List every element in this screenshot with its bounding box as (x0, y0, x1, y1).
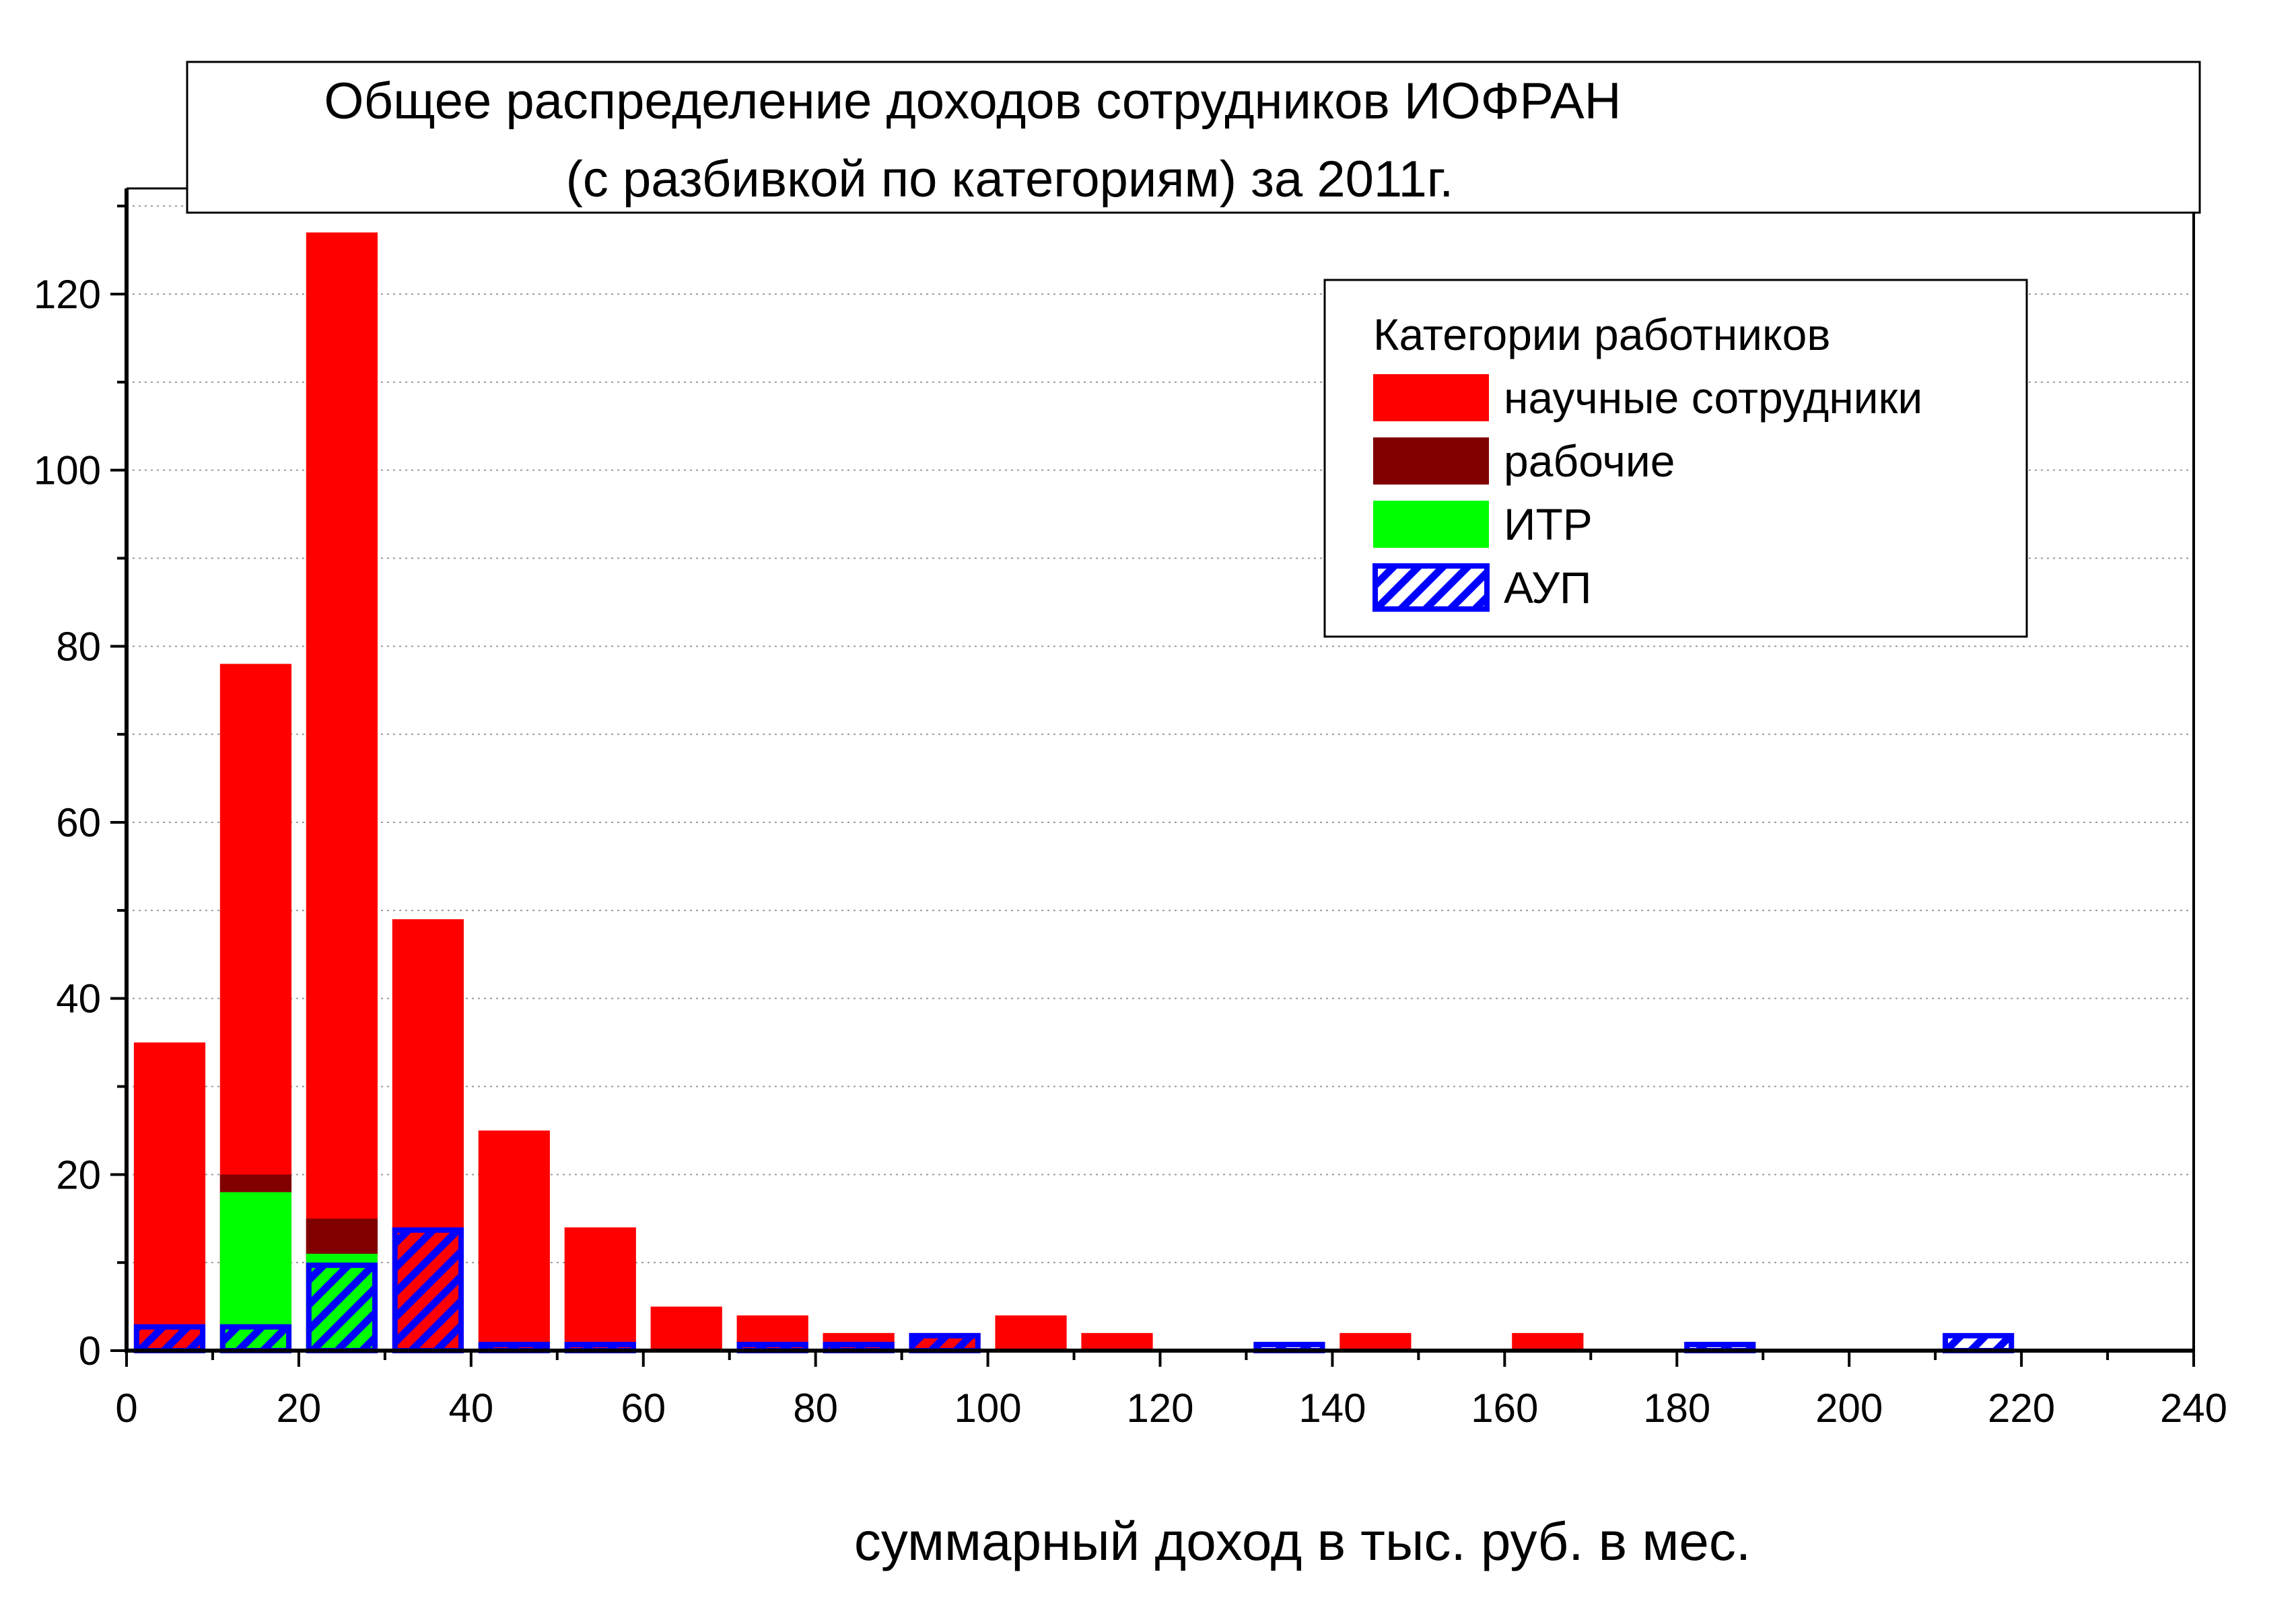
title-frame (186, 61, 2201, 214)
x-tick-label: 40 (448, 1386, 493, 1431)
bar-nauchnye (995, 1315, 1067, 1351)
legend-swatch-itr (1373, 501, 1489, 548)
legend-swatch-nauchnye (1373, 374, 1489, 421)
chart-title: Общее распределение доходов сотрудников … (324, 73, 1621, 130)
bar-aup (909, 1332, 981, 1354)
bar-aup (219, 1324, 292, 1353)
bar-nauchnye (1081, 1332, 1153, 1351)
legend-label-itr: ИТР (1504, 499, 1593, 549)
legend-label-aup: АУП (1504, 563, 1592, 612)
x-axis-label: суммарный доход в тыс. руб. в мес. (854, 1511, 1751, 1571)
y-tick-label: 120 (34, 272, 101, 317)
legend-swatch-aup (1372, 563, 1490, 612)
bar-nauchnye (564, 1227, 636, 1351)
x-tick-label: 120 (1126, 1386, 1193, 1431)
y-tick-label: 100 (34, 448, 101, 493)
y-tick-label: 20 (56, 1152, 101, 1197)
x-tick-label: 200 (1815, 1386, 1883, 1431)
y-tick-label: 0 (79, 1328, 101, 1374)
x-tick-label: 60 (621, 1386, 666, 1431)
legend: Категории работников научные сотрудники … (1323, 279, 2028, 638)
y-tick-label: 40 (56, 976, 101, 1022)
bar-nauchnye (306, 232, 378, 1351)
x-tick-label: 100 (954, 1386, 1022, 1431)
legend-title: Категории работников (1373, 310, 1830, 359)
x-tick-label: 80 (793, 1386, 838, 1431)
bar-aup (1943, 1332, 2015, 1354)
bar-nauchnye (133, 1042, 206, 1351)
legend-label-rabochie: рабочие (1504, 436, 1675, 486)
bar-nauchnye (1512, 1332, 1584, 1351)
x-tick-label: 140 (1298, 1386, 1366, 1431)
legend-swatch-rabochie (1373, 437, 1489, 485)
legend-label-nauchnye: научные сотрудники (1504, 373, 1922, 423)
bar-aup (392, 1227, 464, 1354)
bar-aup (133, 1324, 206, 1353)
y-tick-label: 80 (56, 624, 101, 669)
title-box: Общее распределение доходов сотрудников … (186, 61, 2201, 214)
chart-subtitle: (с разбивкой по категориям) за 2011г. (566, 151, 1454, 208)
y-tick-label: 60 (56, 800, 101, 845)
x-tick-label: 160 (1471, 1386, 1538, 1431)
bar-nauchnye (650, 1306, 722, 1351)
bar-aup (306, 1262, 378, 1353)
x-tick-label: 220 (1988, 1386, 2055, 1431)
bars (133, 232, 2015, 1354)
x-tick-label: 20 (277, 1386, 322, 1431)
bar-nauchnye (1340, 1332, 1412, 1351)
x-tick-label: 0 (115, 1386, 137, 1431)
bar-nauchnye (478, 1130, 550, 1351)
x-tick-label: 180 (1643, 1386, 1710, 1431)
x-tick-label: 240 (2160, 1386, 2227, 1431)
